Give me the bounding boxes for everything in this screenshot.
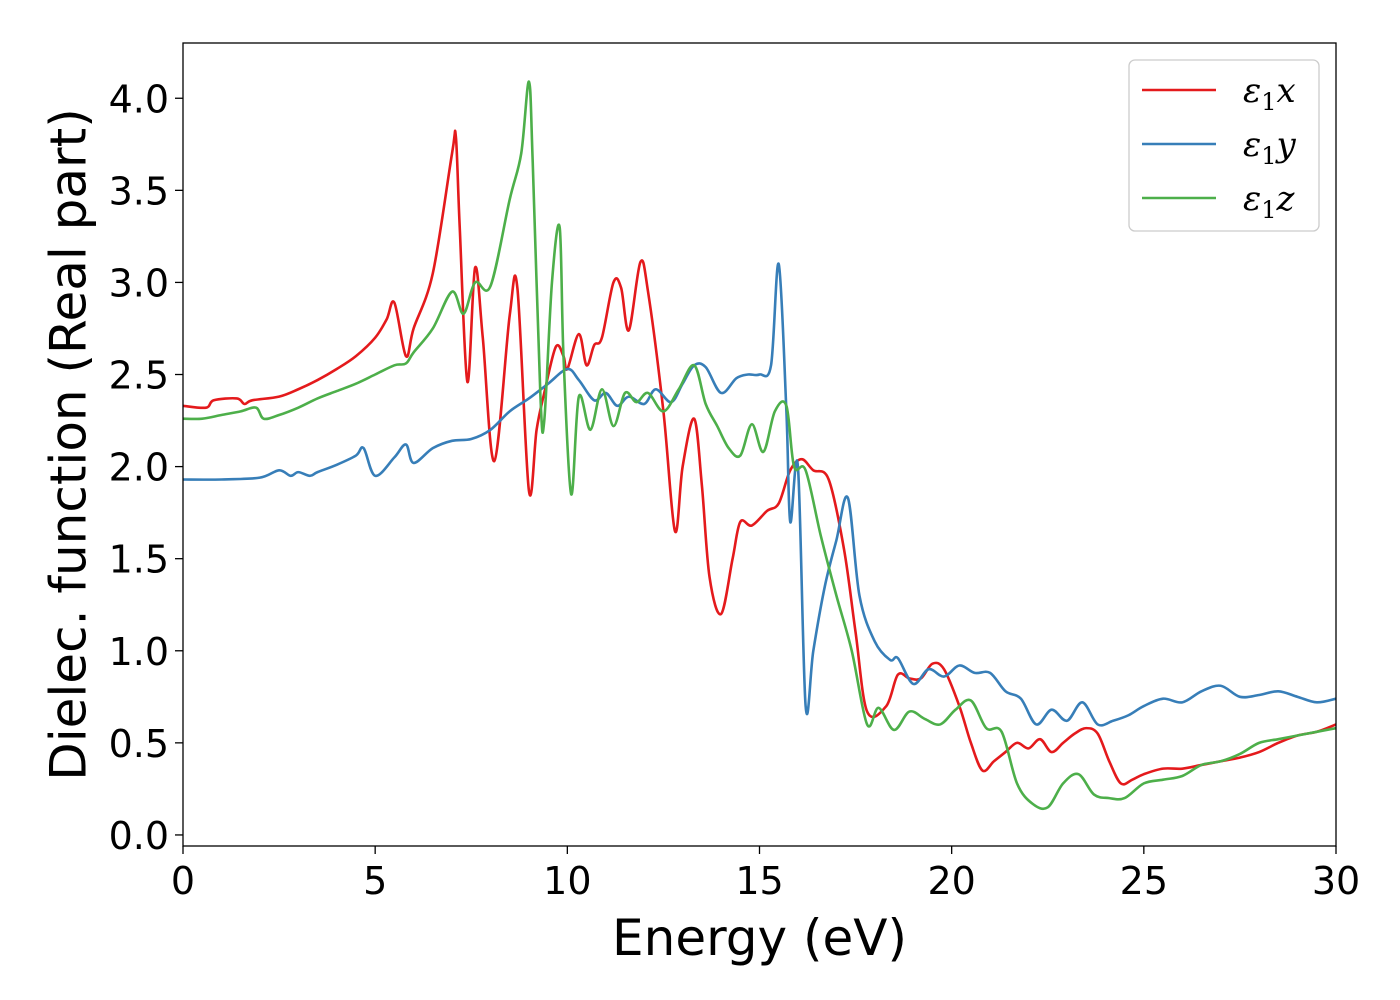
x-tick-label: 30 — [1312, 859, 1360, 903]
x-tick-label: 20 — [927, 859, 975, 903]
y-tick-label: 4.0 — [109, 77, 169, 121]
legend-label-x: ε1x — [1243, 71, 1296, 116]
series-line-y — [183, 262, 1336, 727]
x-tick-label: 10 — [543, 859, 591, 903]
legend-label-y: ε1y — [1243, 125, 1297, 170]
series-layer — [183, 80, 1336, 811]
y-tick-label: 0.5 — [109, 722, 169, 766]
y-tick-label: 2.0 — [109, 446, 169, 490]
y-axis: 0.0 0.5 1.0 1.5 2.0 2.5 3.0 3.5 4.0 — [109, 77, 183, 858]
legend-box — [1128, 59, 1320, 232]
series-line-z — [183, 80, 1336, 811]
x-tick-label: 15 — [735, 859, 783, 903]
x-tick-label: 5 — [363, 859, 387, 903]
y-tick-label: 3.5 — [109, 169, 169, 213]
y-tick-label: 0.0 — [109, 814, 169, 858]
y-tick-label: 3.0 — [109, 261, 169, 305]
x-axis-label: Energy (eV) — [612, 909, 907, 967]
x-tick-label: 25 — [1120, 859, 1168, 903]
y-tick-label: 1.5 — [109, 538, 169, 582]
series-line-x — [183, 129, 1336, 786]
y-axis-label: Dielec. function (Real part) — [40, 108, 98, 780]
y-tick-label: 1.0 — [109, 630, 169, 674]
x-axis: 0 5 10 15 20 25 30 — [171, 846, 1360, 903]
x-tick-label: 0 — [171, 859, 195, 903]
y-tick-label: 2.5 — [109, 354, 169, 398]
legend: ε1x ε1y ε1z — [1128, 59, 1320, 232]
legend-label-z: ε1z — [1243, 179, 1296, 224]
